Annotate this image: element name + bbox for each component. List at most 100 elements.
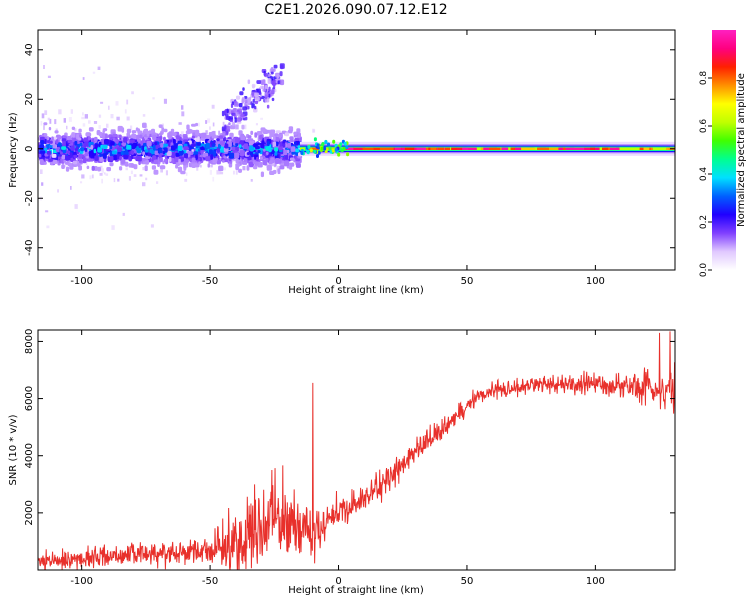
heatmap-cell [136, 155, 142, 162]
heatmap-cell [231, 112, 236, 117]
chart-title: C2E1.2026.090.07.12.E12 [264, 2, 447, 18]
heatmap-cell [46, 225, 50, 229]
heatmap-cell [65, 155, 71, 161]
heatmap-cell [94, 155, 99, 161]
heatmap-cell [209, 126, 211, 130]
heatmap-cell [238, 168, 242, 173]
heatmap-cell [250, 130, 254, 135]
heatmap-cell [229, 132, 234, 138]
heatmap-cell [116, 116, 120, 121]
heatmap-cell [271, 97, 275, 102]
heatmap-cell [404, 147, 415, 150]
heatmap-cell [50, 161, 54, 165]
heatmap-cell [266, 141, 270, 147]
heatmap-cell [65, 166, 70, 172]
heatmap-cell [277, 168, 281, 175]
heatmap-cell [54, 119, 57, 125]
heatmap-cell [201, 132, 207, 139]
heatmap-cell [134, 149, 137, 154]
heatmap-cell [195, 129, 200, 136]
heatmap-cell [327, 142, 330, 147]
heatmap-cell [128, 176, 131, 181]
colorbar-tick-label: 0.2 [699, 215, 709, 229]
heatmap-cell [462, 147, 469, 150]
heatmap-cell [139, 134, 143, 139]
heatmap-cell [162, 150, 166, 155]
heatmap-cell [159, 157, 163, 162]
heatmap-cell [286, 149, 290, 154]
heatmap-cell [295, 163, 301, 168]
heatmap-cell [451, 147, 458, 150]
heatmap-cell [351, 147, 366, 150]
heatmap-cell [216, 170, 220, 175]
heatmap-cell [254, 132, 258, 138]
heatmap-cell [269, 160, 273, 165]
heatmap-cell [47, 117, 50, 121]
heatmap-cell [186, 124, 190, 130]
snr-x-ticks: -100 -50 0 50 100 [70, 330, 605, 587]
heatmap-cell [70, 145, 75, 151]
heatmap-cell [545, 147, 562, 150]
heatmap-cell [177, 166, 183, 173]
heatmap-cell [197, 148, 201, 152]
heatmap-cell [111, 150, 117, 155]
heatmap-cell [125, 167, 128, 171]
heatmap-cell [261, 86, 265, 90]
heatmap-cell [260, 171, 264, 178]
heatmap-cell [85, 132, 89, 137]
heatmap-cell [218, 143, 221, 149]
heatmap-cell [150, 224, 154, 228]
heatmap-cell [211, 134, 217, 139]
heatmap-cell [91, 165, 95, 171]
y-tick-label: 6000 [24, 386, 35, 411]
heatmap-cell [223, 147, 229, 153]
heatmap-cell [229, 116, 234, 120]
heatmap-cell [246, 165, 250, 171]
heatmap-cell [185, 159, 190, 163]
heatmap-cell [234, 152, 240, 159]
spectrogram-frame [37, 29, 676, 271]
heatmap-cell [337, 152, 341, 157]
heatmap-cell [118, 134, 122, 139]
heatmap-cell [98, 125, 101, 129]
heatmap-cell [276, 74, 280, 79]
heatmap-cell [235, 142, 239, 147]
heatmap-cell [102, 144, 108, 149]
heatmap-cell [274, 147, 279, 152]
spectrogram-x-ticks: -100 -50 0 50 100 [70, 30, 605, 287]
heatmap-cell [100, 101, 104, 104]
heatmap-cell [40, 140, 45, 144]
heatmap-cell [84, 141, 89, 147]
heatmap-cell [160, 142, 164, 148]
heatmap-cell [331, 148, 335, 153]
heatmap-cell [117, 178, 120, 182]
snr-plot-area [38, 330, 675, 570]
heatmap-cell [279, 79, 285, 86]
heatmap-cell [93, 121, 98, 124]
heatmap-cell [320, 146, 324, 151]
heatmap-cell [239, 91, 244, 96]
heatmap-cell [205, 120, 208, 124]
heatmap-cell [264, 92, 269, 98]
heatmap-cell [101, 168, 104, 173]
heatmap-cell [248, 140, 255, 146]
heatmap-cell [130, 163, 135, 168]
heatmap-cell [82, 123, 86, 127]
heatmap-cell [229, 152, 235, 159]
heatmap-cell [191, 143, 196, 147]
heatmap-cell [57, 135, 62, 140]
heatmap-cell [152, 97, 155, 100]
heatmap-cell [44, 110, 48, 115]
heatmap-cell [111, 225, 115, 230]
heatmap-cell [162, 123, 164, 126]
heatmap-cell [266, 151, 269, 156]
heatmap-cell [61, 154, 66, 160]
heatmap-cell [105, 148, 109, 152]
heatmap-cell [295, 148, 300, 153]
heatmap-cell [60, 158, 65, 164]
heatmap-cell [165, 170, 168, 176]
heatmap-cell [67, 163, 73, 167]
heatmap-cell [126, 116, 130, 121]
heatmap-cell [462, 147, 477, 150]
heatmap-cell [43, 65, 45, 69]
